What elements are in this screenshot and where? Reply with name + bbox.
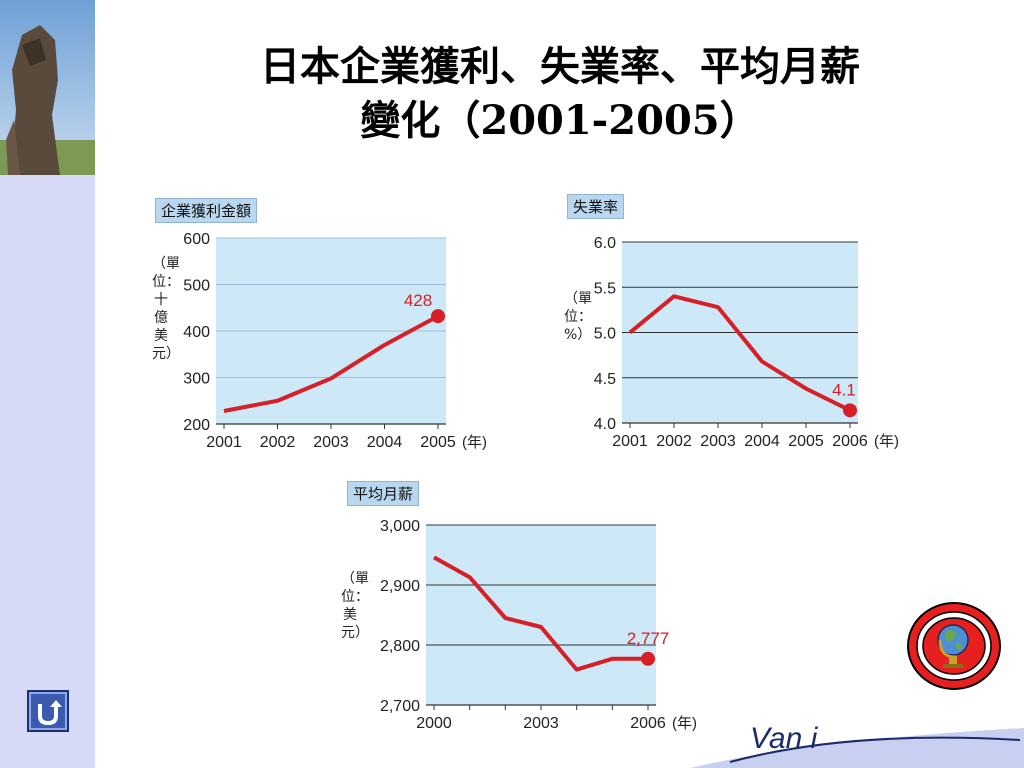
salary-chart: 平均月薪 （單位：美元） 2,700 2,800 2,900 3,000 2000 200…	[325, 475, 705, 750]
y-tick-label: 600	[183, 231, 210, 248]
x-tick-label: 2006	[630, 715, 666, 732]
chart-title: 失業率	[567, 194, 625, 219]
x-tick-label: 2001	[612, 433, 648, 450]
end-point-marker	[843, 403, 857, 418]
end-point-marker	[641, 651, 655, 666]
x-tick-label: 2005	[420, 434, 456, 451]
series-line	[223, 314, 439, 413]
x-unit-label: (年)	[874, 433, 899, 450]
data-label: 428	[404, 291, 432, 310]
x-unit-label: (年)	[462, 434, 487, 451]
salary-chart-plot: 2,700 2,800 2,900 3,000 2000 2003 2006 (年) 2,777	[380, 518, 697, 732]
logo-text: Van i	[750, 722, 819, 755]
unemployment-chart: 失業率 （單位：%） 4.0 4.5 5.0 5.5 6.0 2001 2002 2003 20…	[550, 190, 930, 465]
end-point-marker	[431, 309, 445, 324]
data-label: 2,777	[627, 629, 670, 648]
y-tick-label: 3,000	[380, 518, 420, 535]
data-label: 4.1	[832, 380, 856, 399]
slide-title: 日本企業獲利、失業率、平均月薪 變化（2001-2005）	[100, 40, 1020, 148]
chart-title: 平均月薪	[347, 481, 420, 506]
globe-icon	[907, 602, 1001, 690]
y-tick-label: 500	[183, 278, 210, 295]
title-line-2: 變化（2001-2005）	[360, 97, 760, 144]
x-tick-label: 2003	[523, 715, 559, 732]
logo: Van i	[690, 722, 1024, 768]
y-tick-label: 2,900	[380, 578, 420, 595]
y-tick-label: 200	[183, 417, 210, 434]
back-button[interactable]	[27, 690, 69, 732]
y-tick-label: 5.5	[594, 280, 616, 297]
series-line	[628, 294, 851, 413]
x-tick-label: 2000	[416, 715, 452, 732]
x-tick-label: 2004	[367, 434, 403, 451]
x-tick-label: 2002	[260, 434, 296, 451]
y-tick-label: 400	[183, 324, 210, 341]
x-tick-label: 2001	[206, 434, 242, 451]
y-tick-label: 2,800	[380, 638, 420, 655]
x-unit-label: (年)	[672, 715, 697, 732]
u-turn-arrow-icon	[38, 700, 62, 726]
series-line	[433, 555, 648, 672]
x-tick-label: 2005	[788, 433, 824, 450]
y-tick-label: 4.0	[594, 416, 616, 433]
y-tick-label: 5.0	[594, 326, 616, 343]
x-tick-label: 2006	[832, 433, 868, 450]
x-tick-label: 2002	[656, 433, 692, 450]
profit-chart: 企業獲利金額 （單位：十億美元） 200 300 400 500 600 2001 2002…	[140, 190, 520, 465]
y-tick-label: 6.0	[594, 235, 616, 252]
y-tick-label: 4.5	[594, 371, 616, 388]
profit-chart-plot: 200 300 400 500 600 2001 2002 2003 2004 2005 (年) 42…	[183, 231, 487, 451]
x-tick-label: 2004	[744, 433, 780, 450]
x-tick-label: 2003	[700, 433, 736, 450]
plot-area	[426, 525, 656, 705]
title-line-1: 日本企業獲利、失業率、平均月薪	[260, 43, 860, 90]
y-tick-label: 2,700	[380, 698, 420, 715]
moai-photo	[0, 0, 95, 175]
x-tick-label: 2003	[313, 434, 349, 451]
chart-title: 企業獲利金額	[155, 198, 258, 223]
unemployment-chart-plot: 4.0 4.5 5.0 5.5 6.0 2001 2002 2003 2004 2005 2006 (…	[594, 235, 899, 450]
y-tick-label: 300	[183, 371, 210, 388]
